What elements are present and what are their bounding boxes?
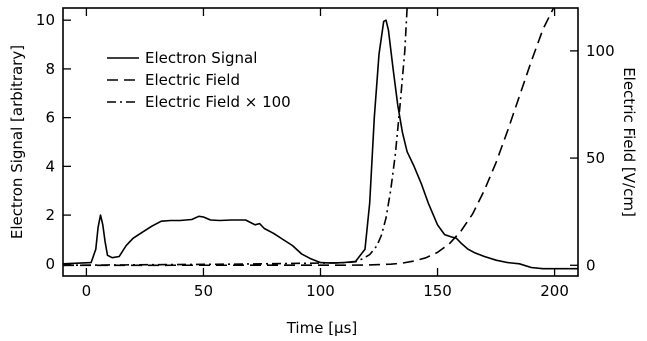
plot-frame <box>62 7 579 277</box>
x-axis-label: Time [μs] <box>286 319 358 337</box>
y-left-tick-label: 2 <box>45 206 55 224</box>
legend-label: Electric Field × 100 <box>145 93 291 111</box>
x-tick-label: 50 <box>194 282 213 300</box>
x-tick-label: 0 <box>82 282 92 300</box>
x-tick-label: 150 <box>423 282 452 300</box>
series-line-dashdot <box>63 8 408 267</box>
y-axis-left-label: Electron Signal [arbitrary] <box>8 45 26 239</box>
y-left-tick-label: 10 <box>36 11 55 29</box>
x-tick-label: 200 <box>540 282 569 300</box>
series-line-solid <box>63 19 578 270</box>
y-left-tick-label: 6 <box>45 109 55 127</box>
y-right-tick-label: 100 <box>586 42 615 60</box>
series-line-dashed <box>63 8 555 267</box>
y-axis-right-label: Electric Field [V/cm] <box>620 67 638 217</box>
x-tick-label: 100 <box>306 282 335 300</box>
legend-label: Electron Signal <box>145 49 257 67</box>
y-right-tick-label: 0 <box>586 256 596 274</box>
legend: Electron Signal Electric Field Electric Fi… <box>107 49 291 111</box>
y-left-tick-label: 0 <box>45 255 55 273</box>
y-right-tick-label: 50 <box>586 149 605 167</box>
y-left-tick-label: 4 <box>45 157 55 175</box>
legend-label: Electric Field <box>145 71 240 89</box>
series-group <box>63 8 578 270</box>
y-left-tick-label: 8 <box>45 60 55 78</box>
